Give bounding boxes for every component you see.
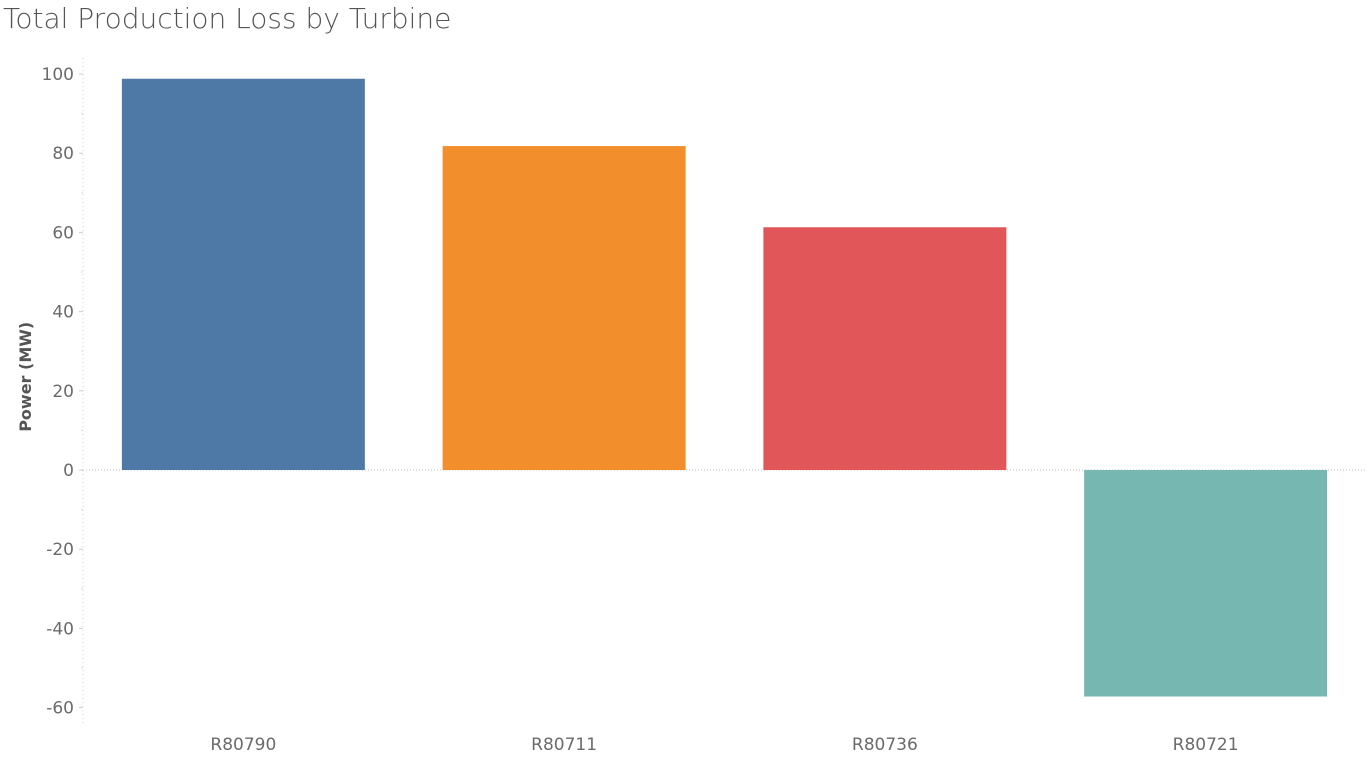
bar-r80790[interactable] xyxy=(121,78,365,470)
y-tick-label: 20 xyxy=(52,382,74,402)
y-tick-label: -40 xyxy=(46,619,74,639)
y-tick-label: 80 xyxy=(52,144,74,164)
x-category-label: R80790 xyxy=(210,735,276,755)
y-tick-label: -20 xyxy=(46,540,74,560)
x-category-label: R80711 xyxy=(531,735,597,755)
x-category-label: R80736 xyxy=(852,735,918,755)
bar-r80736[interactable] xyxy=(763,227,1007,470)
y-tick-label: -60 xyxy=(46,699,74,719)
labels-layer: 100 80 60 40 20 0 -20 -40 -60 Power (MW) R80790 R80… xyxy=(16,65,1239,755)
y-tick-label: 60 xyxy=(52,223,74,243)
x-category-label: R80721 xyxy=(1173,735,1239,755)
y-tick-label: 40 xyxy=(52,303,74,323)
chart-title: Total Production Loss by Turbine xyxy=(3,2,452,35)
y-tick-label: 0 xyxy=(63,461,74,481)
bars-layer xyxy=(121,78,1328,697)
bar-r80711[interactable] xyxy=(442,146,686,470)
y-tick-label: 100 xyxy=(42,65,74,85)
bar-r80721[interactable] xyxy=(1084,470,1328,697)
y-axis-title: Power (MW) xyxy=(16,322,35,432)
